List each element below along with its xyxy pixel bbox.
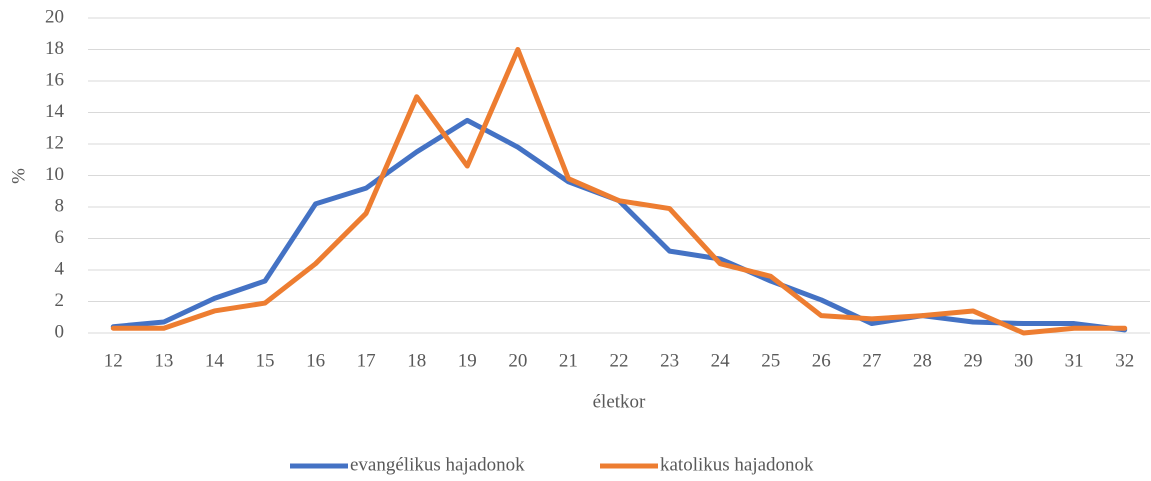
x-tick-label: 26 (812, 350, 831, 371)
x-tick-label: 30 (1014, 350, 1033, 371)
x-tick-label: 20 (508, 350, 527, 371)
y-tick-label: 10 (45, 164, 64, 185)
x-tick-label: 14 (205, 350, 225, 371)
x-tick-label: 24 (711, 350, 731, 371)
y-tick-label: 6 (55, 227, 65, 248)
y-tick-label: 18 (45, 38, 64, 59)
x-tick-label: 25 (761, 350, 780, 371)
y-tick-label: 12 (45, 132, 64, 153)
x-tick-label: 17 (357, 350, 376, 371)
legend-label: evangélikus hajadonok (350, 454, 525, 475)
x-tick-label: 28 (913, 350, 932, 371)
y-tick-label: 20 (45, 6, 64, 27)
x-axis-label: életkor (593, 391, 646, 412)
x-tick-label: 13 (154, 350, 173, 371)
x-tick-label: 12 (104, 350, 123, 371)
y-tick-label: 16 (45, 69, 64, 90)
y-tick-label: 2 (55, 290, 65, 311)
x-tick-label: 32 (1115, 350, 1134, 371)
x-tick-label: 19 (458, 350, 477, 371)
y-tick-label: 14 (45, 101, 65, 122)
x-tick-label: 18 (407, 350, 426, 371)
x-tick-label: 16 (306, 350, 325, 371)
x-tick-label: 15 (256, 350, 275, 371)
x-tick-label: 23 (660, 350, 679, 371)
line-series (110, 117, 1128, 333)
y-tick-label: 0 (55, 321, 65, 342)
x-tick-label: 31 (1065, 350, 1084, 371)
x-tick-label: 29 (964, 350, 983, 371)
x-tick-label: 27 (862, 350, 881, 371)
legend-label: katolikus hajadonok (660, 454, 814, 475)
y-tick-label: 8 (55, 195, 65, 216)
line-series (110, 47, 1128, 336)
y-tick-label: 4 (55, 258, 65, 279)
x-tick-label: 21 (559, 350, 578, 371)
y-axis-label: % (8, 168, 29, 184)
x-tick-label: 22 (610, 350, 629, 371)
